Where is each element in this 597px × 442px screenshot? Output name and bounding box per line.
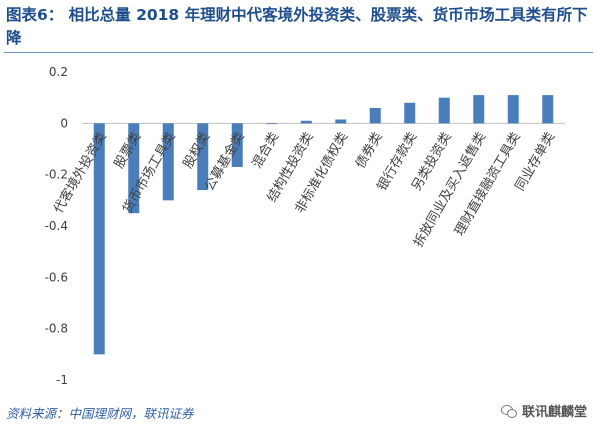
y-tick-label: 0.2 — [49, 65, 68, 79]
title-divider — [4, 52, 593, 53]
bar-11 — [473, 95, 485, 124]
x-tick-label: 股票类 — [112, 130, 144, 171]
bar-4 — [231, 123, 243, 167]
bar-9 — [404, 102, 416, 124]
bar-5 — [266, 123, 278, 125]
y-axis-ticks: 0.2 0 -0.2 -0.4 -0.6 -0.8 -1 — [45, 65, 68, 387]
bar-13 — [542, 95, 554, 124]
x-tick-label: 混合类 — [250, 130, 282, 171]
bar-1 — [128, 123, 140, 214]
y-tick-label: 0 — [60, 116, 68, 130]
chart-title: 图表6： 相比总量 2018 年理财中代客境外投资类、股票类、货币市场工具类有所… — [6, 6, 588, 47]
bar-0 — [93, 123, 105, 355]
y-tick-label: -0.4 — [45, 219, 68, 233]
bar-10 — [438, 97, 450, 124]
bar-8 — [369, 107, 381, 124]
y-tick-label: -0.6 — [45, 270, 68, 284]
bar-2 — [162, 123, 174, 201]
y-tick-label: -1 — [56, 373, 68, 387]
watermark-text: 联讯麒麟堂 — [521, 405, 587, 420]
watermark: 联讯麒麟堂 — [500, 401, 587, 420]
bar-3 — [197, 123, 209, 191]
y-tick-label: -0.8 — [45, 322, 68, 336]
y-tick-label: -0.2 — [45, 168, 68, 182]
bar-chart: 0.2 0 -0.2 -0.4 -0.6 -0.8 -1 代客境外投资类 股票类货币市场工具类… — [45, 65, 565, 387]
wechat-icon — [500, 404, 517, 418]
bar-7 — [335, 119, 347, 124]
bars — [93, 95, 554, 355]
source-note: 资料来源：中国理财网，联讯证券 — [6, 406, 194, 421]
bar-12 — [507, 95, 519, 124]
x-tick-label: 债券类 — [352, 129, 385, 171]
bar-6 — [300, 120, 312, 124]
